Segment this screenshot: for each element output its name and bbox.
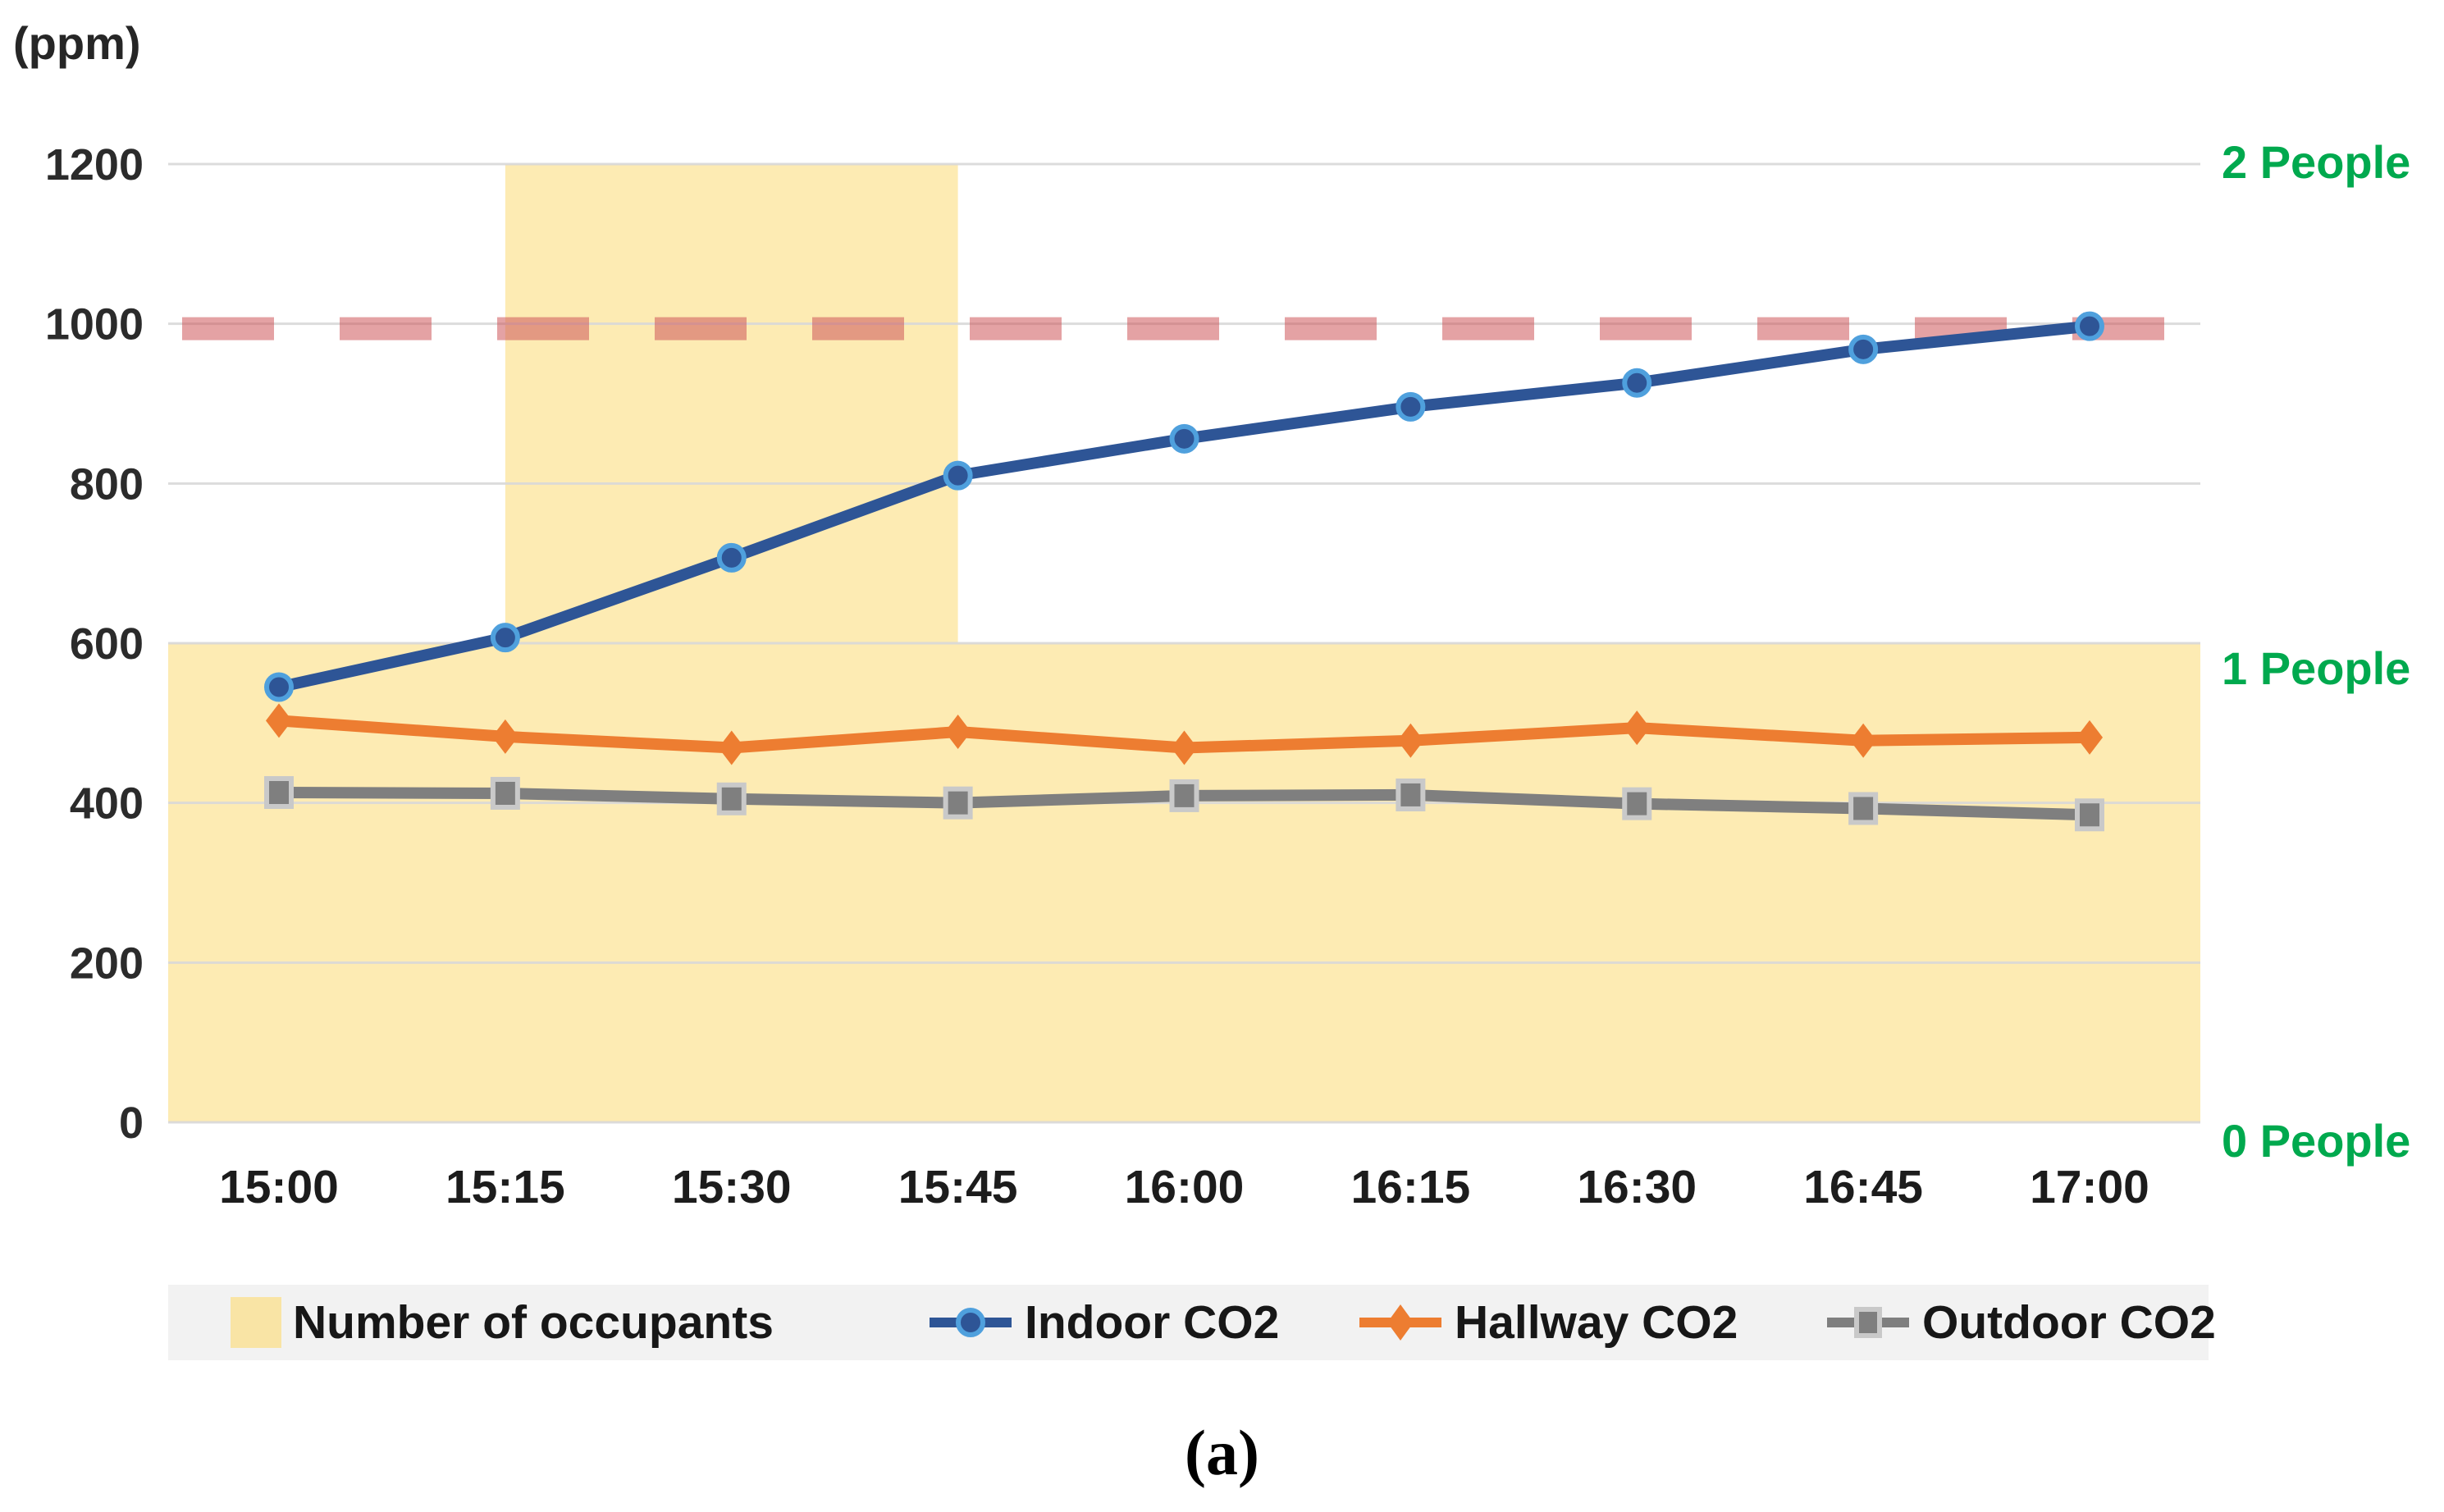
marker-indoor-co2 <box>1169 423 1199 454</box>
x-tick-label-15-00: 15:00 <box>219 1161 339 1213</box>
right-axis-label-2-people: 2 People <box>2222 136 2411 188</box>
marker-indoor-co2 <box>1622 368 1652 398</box>
marker-hallway-co2 <box>1850 723 1877 758</box>
x-tick-label-16-30: 16:30 <box>1577 1161 1697 1213</box>
x-tick-label-16-15: 16:15 <box>1350 1161 1470 1213</box>
marker-hallway-co2 <box>1624 710 1651 746</box>
legend-item-number-of-occupants: Number of occupants <box>231 1285 774 1360</box>
x-tick-label-15-30: 15:30 <box>672 1161 792 1213</box>
right-axis-label-1-people: 1 People <box>2222 642 2411 694</box>
marker-outdoor-co2 <box>716 782 747 815</box>
marker-hallway-co2 <box>2076 719 2103 755</box>
legend-item-hallway-co2: Hallway CO2 <box>1358 1285 1738 1360</box>
legend-label: Hallway CO2 <box>1455 1296 1738 1349</box>
marker-outdoor-co2 <box>1622 787 1652 820</box>
x-tick-label-16-45: 16:45 <box>1803 1161 1923 1213</box>
legend-label: Indoor CO2 <box>1025 1296 1280 1349</box>
marker-hallway-co2 <box>1171 730 1198 765</box>
x-tick-label-16-00: 16:00 <box>1125 1161 1245 1213</box>
legend: Number of occupants Indoor CO2 Hallway C… <box>168 1285 2216 1360</box>
y-tick-label-600: 600 <box>70 619 144 669</box>
marker-hallway-co2 <box>718 730 745 765</box>
y-tick-label-800: 800 <box>70 459 144 509</box>
marker-outdoor-co2 <box>2075 798 2104 832</box>
marker-indoor-co2 <box>2075 311 2104 341</box>
y-tick-label-1200: 1200 <box>45 140 144 190</box>
outdoor-co2-line-marker-icon <box>1827 1307 1909 1338</box>
indoor-co2-line-marker-icon <box>930 1308 1012 1337</box>
y-tick-label-0: 0 <box>119 1099 144 1148</box>
marker-indoor-co2 <box>943 460 973 491</box>
y-tick-label-400: 400 <box>70 779 144 829</box>
legend-label: Number of occupants <box>293 1296 774 1349</box>
marker-outdoor-co2 <box>1396 778 1426 811</box>
y-tick-label-1000: 1000 <box>45 300 144 349</box>
marker-indoor-co2 <box>716 542 747 573</box>
marker-outdoor-co2 <box>264 776 294 810</box>
x-tick-label-17-00: 17:00 <box>2030 1161 2149 1213</box>
marker-outdoor-co2 <box>943 786 973 820</box>
marker-hallway-co2 <box>944 715 971 750</box>
marker-indoor-co2 <box>1396 391 1426 422</box>
x-tick-label-15-45: 15:45 <box>898 1161 1018 1213</box>
marker-hallway-co2 <box>491 719 518 754</box>
marker-hallway-co2 <box>266 703 292 738</box>
x-tick-label-15-15: 15:15 <box>445 1161 565 1213</box>
marker-indoor-co2 <box>490 623 520 653</box>
marker-outdoor-co2 <box>1169 779 1199 812</box>
marker-outdoor-co2 <box>1848 792 1879 825</box>
marker-indoor-co2 <box>1848 334 1879 364</box>
marker-outdoor-co2 <box>490 776 520 810</box>
hallway-co2-line-marker-icon <box>1359 1304 1441 1341</box>
marker-indoor-co2 <box>264 672 294 702</box>
y-axis-unit-label: (ppm) <box>13 17 141 69</box>
occupants-swatch-icon <box>231 1297 281 1348</box>
right-axis-label-0-people: 0 People <box>2222 1115 2411 1167</box>
figure-caption: (a) <box>1185 1417 1259 1488</box>
legend-label: Outdoor CO2 <box>1922 1296 2216 1349</box>
y-tick-label-200: 200 <box>70 939 144 988</box>
legend-item-outdoor-co2: Outdoor CO2 <box>1825 1285 2216 1360</box>
marker-hallway-co2 <box>1397 723 1424 758</box>
legend-item-indoor-co2: Indoor CO2 <box>928 1285 1279 1360</box>
